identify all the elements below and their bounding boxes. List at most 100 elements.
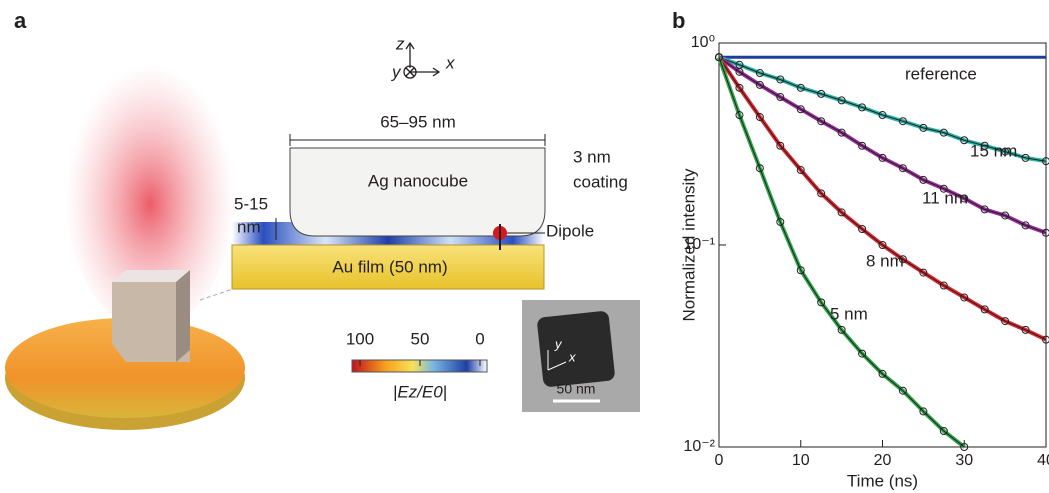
x-tick-label: 30 [955, 452, 973, 469]
data-point [735, 111, 744, 120]
data-point [898, 255, 907, 264]
x-tick-label: 10 [792, 452, 810, 469]
series-label: 5 nm [830, 304, 868, 323]
data-point [858, 103, 867, 112]
data-point [960, 443, 969, 451]
data-point [817, 89, 826, 98]
data-point [878, 369, 887, 378]
data-point [837, 96, 846, 105]
data-point [858, 349, 867, 358]
data-point [817, 117, 826, 126]
x-tick-label: 0 [715, 452, 724, 469]
cube-label: Ag nanocube [368, 171, 468, 190]
axis-y: y [391, 62, 402, 81]
data-point [776, 217, 785, 226]
data-point [1042, 157, 1049, 166]
data-point [858, 225, 867, 234]
data-point [817, 189, 826, 198]
colorbar-tick-label: 0 [475, 329, 484, 348]
data-point [980, 141, 989, 150]
series-line [717, 56, 966, 449]
series-label: 15 nm [970, 141, 1017, 160]
au-film [231, 244, 545, 290]
series-label: 8 nm [866, 251, 904, 270]
axis-x: x [445, 53, 455, 72]
series-line [717, 56, 1047, 342]
width-label: 65–95 nm [380, 112, 456, 131]
inset-axis [547, 361, 567, 371]
data-point [960, 293, 969, 302]
data-point [735, 67, 744, 76]
colorbar-tick-label: 100 [346, 329, 374, 348]
x-axis-label: Time (ns) [847, 471, 918, 490]
data-point [837, 208, 846, 217]
fit-line [718, 57, 1047, 341]
data-point [919, 407, 928, 416]
data-point [960, 136, 969, 145]
data-point [858, 141, 867, 150]
data-point [1042, 335, 1049, 344]
data-point [919, 123, 928, 132]
series-label: reference [905, 64, 977, 83]
cube-top [112, 270, 190, 282]
y-tick-label: 10⁻² [683, 438, 715, 455]
fit-line [718, 56, 1047, 162]
data-point [1001, 147, 1010, 156]
coordinate-axes [403, 41, 441, 79]
data-point [796, 83, 805, 92]
data-point [919, 175, 928, 184]
data-point [1021, 153, 1030, 162]
data-point [796, 105, 805, 114]
fit-line [718, 56, 1047, 234]
cube-side [176, 270, 190, 362]
coating-label: 3 nm [573, 147, 611, 166]
data-point [755, 69, 764, 78]
data-point [980, 205, 989, 214]
inset-axis-x: x [568, 349, 576, 364]
data-point [898, 386, 907, 395]
cube [112, 282, 190, 362]
data-point [939, 184, 948, 193]
colorbar-label: |Ez/E0| [393, 382, 447, 401]
chart: b 10⁰ 10⁻¹ 10⁻²0 10 20 30 40 Time (ns) Normalized… [672, 8, 1049, 490]
ag-nanocube [289, 147, 546, 237]
data-point [878, 111, 887, 120]
data-point [735, 83, 744, 92]
data-point [878, 241, 887, 249]
x-tick-label: 20 [874, 452, 892, 469]
y-axis-label: Normalized intensity [679, 168, 698, 322]
data-point [755, 113, 764, 122]
panel-label: a [14, 8, 27, 33]
data-point [939, 128, 948, 137]
series-label: 11 nm [922, 188, 968, 207]
data-point [960, 194, 969, 203]
data-point [776, 141, 785, 150]
data-point [980, 305, 989, 314]
data-point [939, 281, 948, 290]
y-tick-label: 10⁻¹ [683, 236, 715, 253]
y-tick-label: 10⁰ [691, 34, 715, 51]
coating-label: coating [573, 172, 628, 191]
fit-line [718, 57, 965, 448]
panel-label: b [672, 8, 685, 33]
data-point [898, 117, 907, 126]
gap-label: nm [237, 217, 261, 236]
data-point [878, 153, 887, 162]
data-point [1001, 211, 1010, 220]
data-point [776, 93, 785, 102]
data-point [755, 164, 764, 173]
dipole-label: Dipole [546, 221, 594, 240]
data-point [715, 53, 723, 62]
data-point [796, 266, 805, 275]
data-point [1001, 317, 1010, 326]
data-point [1021, 221, 1030, 230]
data-point [919, 268, 928, 277]
sem-cube [537, 311, 615, 387]
data-point [776, 75, 785, 84]
data-point [755, 80, 764, 89]
data-point [817, 298, 826, 307]
data-point [898, 164, 907, 173]
data-point [1042, 228, 1049, 237]
